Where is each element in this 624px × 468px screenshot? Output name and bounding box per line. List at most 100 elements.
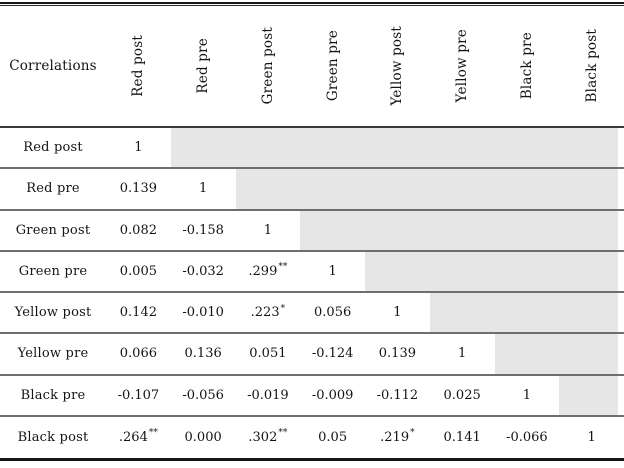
- row-label: Green post: [15, 222, 91, 238]
- table-cell: 1: [328, 263, 337, 279]
- row-label: Black post: [17, 429, 89, 445]
- table-cell: 1: [587, 429, 596, 445]
- row-label: Red post: [23, 140, 83, 156]
- table-cell-shaded: [300, 169, 365, 209]
- table-cell: 1: [134, 140, 143, 156]
- row-label: Black pre: [20, 387, 86, 403]
- table-cell: 0.142: [119, 305, 157, 321]
- column-header: Black post: [559, 6, 624, 126]
- column-header: Black pre: [495, 6, 560, 126]
- table-cell-shaded: [365, 251, 430, 291]
- table-cell-shaded: [494, 293, 560, 333]
- table-cell-shaded: [429, 293, 495, 333]
- column-header-label: Yellow pre: [454, 29, 471, 103]
- table-cell: 0.139: [119, 181, 157, 197]
- table-cell-shaded: [559, 251, 624, 291]
- table-cell: -0.107: [117, 387, 160, 403]
- column-header: Red pre: [171, 6, 236, 126]
- table-cell-shaded: [559, 334, 624, 374]
- table-cell: 0.082: [119, 222, 157, 238]
- table-row: Yellow pre 0.066 0.136 0.051 -0.124 0.139 1: [0, 334, 624, 376]
- table-cell-shaded: [494, 210, 560, 250]
- bottom-rule: [0, 458, 624, 461]
- column-header: Red post: [106, 6, 171, 126]
- table-cell: 0.066: [119, 346, 157, 362]
- table-row: Green post 0.082 -0.158 1: [0, 210, 624, 252]
- header-separator-rule: [0, 126, 624, 128]
- table-cell-shaded: [170, 128, 236, 168]
- table-row: Red post 1: [0, 128, 624, 170]
- table-row: Red pre 0.139 1: [0, 169, 624, 211]
- corner-label: Correlations: [9, 58, 97, 74]
- table-cell: .223 *: [250, 303, 286, 321]
- column-header-label: Black post: [583, 29, 600, 103]
- table-cell: -0.158: [182, 222, 224, 238]
- table-cell: -0.009: [311, 387, 354, 403]
- table-cell-shaded: [365, 128, 430, 168]
- table-cell-shaded: [235, 169, 301, 209]
- row-label: Yellow post: [14, 305, 92, 321]
- table-row: Black post .264 ** 0.000 .302 ** 0.05 .219 * 0.14…: [0, 417, 624, 458]
- table-cell: -0.066: [506, 429, 548, 445]
- row-label: Green pre: [18, 263, 88, 279]
- table-cell: -0.056: [182, 387, 224, 403]
- top-rule-thin: [0, 5, 624, 6]
- table-cell: -0.010: [182, 305, 224, 321]
- table-cell-shaded: [429, 210, 495, 250]
- column-header: Yellow pre: [430, 6, 495, 126]
- table-cell-shaded: [365, 210, 430, 250]
- table-cell: 0.141: [443, 429, 481, 445]
- row-label: Yellow pre: [17, 346, 89, 362]
- table-cell: 0.051: [249, 346, 287, 362]
- table-cell: 0.139: [378, 346, 416, 362]
- table-cell: 0.136: [184, 346, 222, 362]
- table-cell: .219 *: [380, 428, 415, 445]
- column-header-label: Red post: [130, 35, 147, 97]
- column-header-label: Green pre: [324, 30, 341, 102]
- table-cell-shaded: [494, 251, 560, 291]
- table-cell: 1: [263, 222, 273, 238]
- table-cell-shaded: [300, 210, 365, 250]
- column-header-label: Yellow post: [389, 26, 406, 106]
- table-cell-shaded: [494, 169, 560, 209]
- table-cell-shaded: [559, 128, 624, 168]
- table-cell-shaded: [365, 169, 430, 209]
- table-cell-shaded: [494, 334, 560, 374]
- table-cell-shaded: [429, 251, 495, 291]
- table-cell: 0.025: [443, 387, 481, 403]
- table-cell-shaded: [429, 169, 495, 209]
- table-cell: 0.000: [184, 429, 222, 445]
- column-header: Yellow post: [365, 6, 430, 126]
- table-cell: 0.05: [318, 429, 348, 445]
- table-cell: 1: [198, 181, 208, 197]
- table-cell: .299 **: [248, 262, 288, 279]
- table-body: Red post 1 Red pre 0.139 1 Green post 0.082 -0.…: [0, 128, 624, 458]
- table-header-row: Correlations Red post Red pre Green post Gr…: [0, 6, 624, 126]
- table-cell: -0.124: [311, 346, 354, 362]
- table-cell-shaded: [559, 293, 624, 333]
- column-header: Green post: [236, 6, 301, 126]
- table-cell: 1: [393, 305, 402, 321]
- table-cell: .264 **: [118, 428, 158, 445]
- table-row: Yellow post 0.142 -0.010 .223 * 0.056 1: [0, 293, 624, 335]
- table-cell-shaded: [235, 128, 301, 168]
- table-cell: 0.005: [119, 263, 157, 279]
- table-cell: 0.056: [314, 305, 352, 321]
- top-rule-gap: [0, 4, 624, 5]
- column-header-label: Red pre: [195, 38, 212, 94]
- row-label: Red pre: [26, 181, 80, 197]
- table-cell: .302 **: [248, 428, 288, 445]
- table-cell-shaded: [559, 210, 624, 250]
- table-cell-shaded: [429, 128, 495, 168]
- column-header-label: Black pre: [518, 32, 535, 100]
- table-cell: -0.032: [182, 263, 224, 279]
- table-row: Green pre 0.005 -0.032 .299 ** 1: [0, 251, 624, 293]
- table-cell-shaded: [300, 128, 365, 168]
- table-cell: 1: [522, 387, 532, 403]
- column-header-label: Green post: [259, 27, 276, 105]
- table-cell-shaded: [559, 169, 624, 209]
- table-cell-shaded: [494, 128, 560, 168]
- table-cell-shaded: [559, 375, 624, 415]
- table-cell: -0.112: [376, 387, 419, 403]
